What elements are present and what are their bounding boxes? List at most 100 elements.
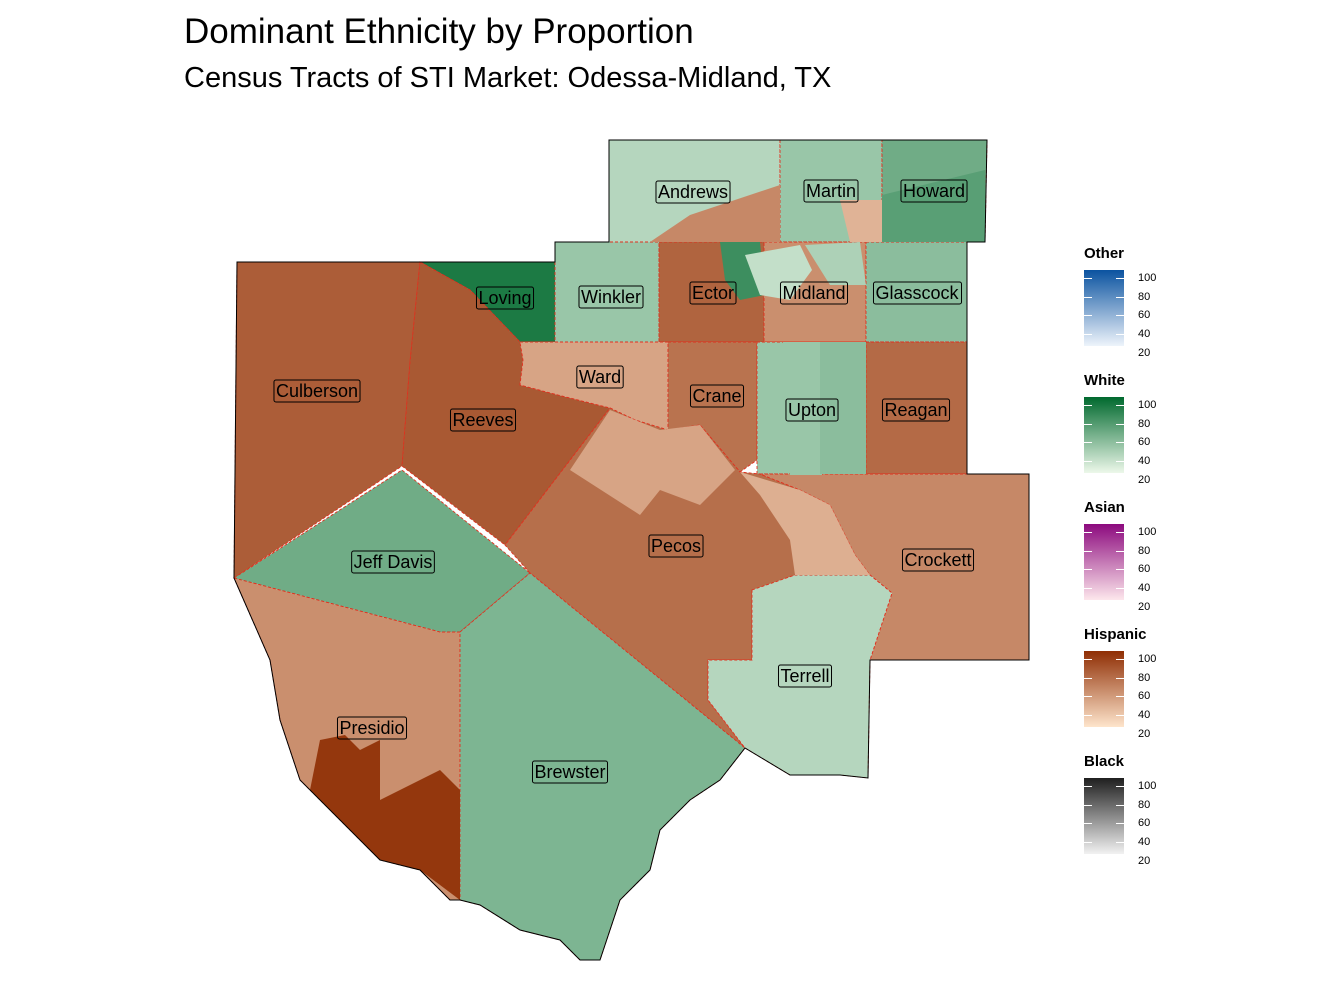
legend-tick-label: 100 [1138,780,1157,792]
svg-text:Martin: Martin [806,181,856,201]
legend-tick-mark [1116,423,1124,425]
legend-tick-mark [1084,532,1092,533]
legend-tick-label: 20 [1138,600,1151,613]
svg-text:Glasscock: Glasscock [875,283,959,303]
legend-tick-mark [1084,696,1092,698]
svg-text:Terrell: Terrell [780,666,829,686]
legend-tick-mark [1116,659,1124,660]
legend-colorbar [1084,397,1124,473]
county-label-ector: Ector [689,281,737,305]
county-label-ward: Ward [576,365,624,389]
legend-tick-mark [1084,352,1092,354]
legend-tick-label: 40 [1138,328,1151,341]
legend-tick-label: 40 [1138,709,1151,722]
county-label-jeff-davis: Jeff Davis [351,550,435,574]
legend-tick-label: 100 [1138,526,1157,538]
legend-tick-label: 80 [1138,671,1151,684]
legend-tick-mark [1084,715,1092,717]
legend-tick-mark [1116,677,1124,679]
county-label-reagan: Reagan [881,398,951,422]
county-label-andrews: Andrews [655,180,731,204]
legend-tick-mark [1116,696,1124,698]
svg-text:Presidio: Presidio [339,718,404,738]
legend-tick-mark [1084,588,1092,590]
tract-pecos-north [570,410,735,515]
svg-text:Pecos: Pecos [651,536,701,556]
legend-tick-label: 20 [1138,473,1151,486]
legend-tick-mark [1084,842,1092,844]
legend-tick-mark [1116,315,1124,317]
legend-tick-label: 60 [1138,309,1151,322]
county-label-pecos: Pecos [648,534,704,558]
legend-tick-mark [1116,733,1124,735]
legend-tick-label: 40 [1138,455,1151,468]
county-label-martin: Martin [803,179,859,203]
svg-text:Loving: Loving [478,288,531,308]
map-title: Dominant Ethnicity by Proportion [184,12,694,51]
legend-tick-mark [1116,461,1124,463]
tract-howard-south [882,170,985,242]
legend-tick-mark [1116,569,1124,571]
legend-tick-mark [1116,842,1124,844]
legend-other: Other 100 80 60 40 20 [1084,245,1156,359]
legend-tick-mark [1116,823,1124,825]
legend-tick-label: 60 [1138,436,1151,449]
legend-tick-mark [1116,550,1124,552]
legend-tick-label: 20 [1138,727,1151,740]
svg-text:Andrews: Andrews [658,182,728,202]
svg-text:Crane: Crane [692,386,741,406]
legend-tick-label: 60 [1138,817,1151,830]
county-label-loving: Loving [475,286,535,310]
svg-text:Midland: Midland [782,283,845,303]
legend-tick-mark [1116,786,1124,787]
legend-tick-label: 60 [1138,563,1151,576]
legend-tick-label: 80 [1138,290,1151,303]
legend-tick-label: 80 [1138,417,1151,430]
legend-tick-label: 60 [1138,690,1151,703]
legend-white: White 100 80 60 40 20 [1084,372,1156,486]
county-label-brewster: Brewster [531,760,609,784]
legend-title: White [1084,372,1125,389]
legend-tick-mark [1116,278,1124,279]
legend-tick-label: 20 [1138,346,1151,359]
legend-tick-mark [1084,334,1092,336]
legend-tick-mark [1116,860,1124,862]
tract-martin-east [840,200,882,242]
tract-upton-east [820,342,866,474]
tract-andrews-south [650,185,780,242]
legend-tick-mark [1116,352,1124,354]
legend-tick-mark [1084,659,1092,660]
legend-black: Black 100 80 60 40 20 [1084,753,1156,867]
legend-hispanic: Hispanic 100 80 60 40 20 [1084,626,1156,740]
legend-tick-mark [1084,860,1092,862]
legend-title: Asian [1084,499,1125,516]
county-label-upton: Upton [785,398,839,422]
legend-tick-mark [1116,606,1124,608]
legend-tick-mark [1084,278,1092,279]
tract-pecos-east [740,472,870,575]
legend-tick-mark [1084,296,1092,298]
legend-tick-mark [1084,442,1092,444]
legend-tick-mark [1084,550,1092,552]
county-label-crane: Crane [689,384,745,408]
county-label-terrell: Terrell [777,664,833,688]
legend-tick-mark [1116,405,1124,406]
legend-title: Hispanic [1084,626,1147,643]
legend-tick-mark [1084,569,1092,571]
legend-tick-mark [1116,532,1124,533]
legend-tick-mark [1116,334,1124,336]
legend-tick-mark [1084,733,1092,735]
legend-tick-mark [1084,823,1092,825]
county-label-presidio: Presidio [336,716,408,740]
legend-tick-mark [1084,423,1092,425]
county-label-glasscock: Glasscock [872,281,963,305]
tract-midland-north [805,242,866,285]
legend-tick-mark [1084,786,1092,787]
legend-colorbar [1084,651,1124,727]
svg-text:Crockett: Crockett [904,550,971,570]
legend-tick-mark [1116,715,1124,717]
legend-colorbar [1084,270,1124,346]
legend-tick-mark [1084,479,1092,481]
county-label-crockett: Crockett [901,548,975,572]
